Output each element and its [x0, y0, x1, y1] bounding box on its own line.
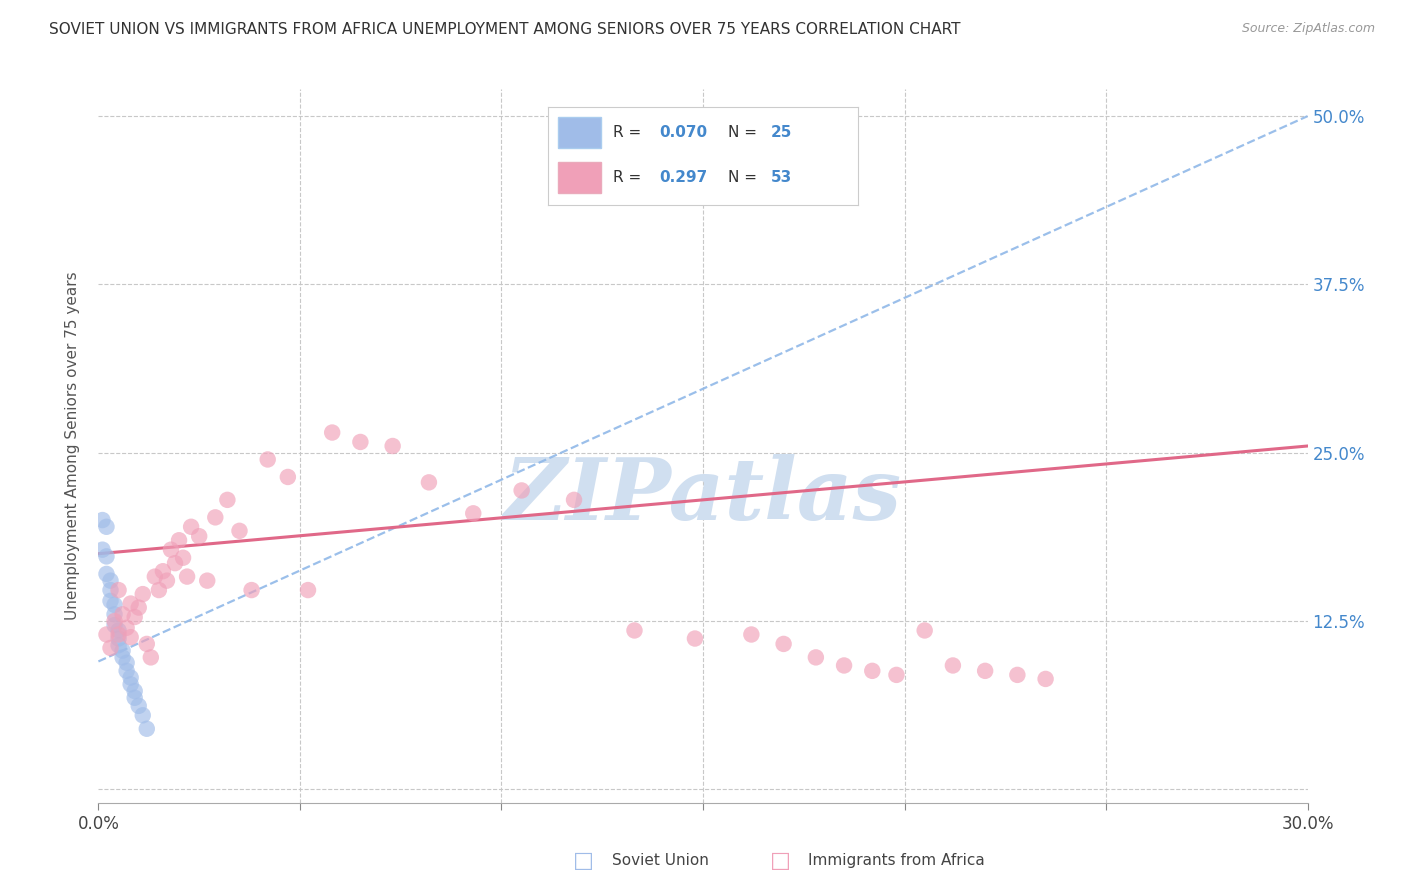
Point	[195, 574, 218, 588]
Point	[111, 650, 134, 665]
Text: 53: 53	[770, 170, 793, 186]
Text: 0.070: 0.070	[659, 125, 707, 140]
Text: R =: R =	[613, 125, 647, 140]
Point	[107, 638, 129, 652]
Point	[96, 566, 118, 581]
Point	[172, 550, 194, 565]
Point	[832, 658, 855, 673]
Point	[139, 650, 162, 665]
Point	[167, 533, 190, 548]
Point	[111, 607, 134, 622]
Point	[683, 632, 706, 646]
Point	[321, 425, 343, 440]
Point	[111, 643, 134, 657]
Point	[463, 506, 485, 520]
Text: Soviet Union: Soviet Union	[612, 854, 709, 868]
Point	[91, 542, 114, 557]
Point	[297, 583, 319, 598]
Point	[100, 583, 122, 598]
Y-axis label: Unemployment Among Seniors over 75 years: Unemployment Among Seniors over 75 years	[65, 272, 80, 620]
Text: ZIPatlas: ZIPatlas	[503, 454, 903, 538]
Text: 0.297: 0.297	[659, 170, 709, 186]
Point	[277, 470, 299, 484]
Point	[103, 618, 125, 632]
Point	[156, 574, 179, 588]
Point	[96, 520, 118, 534]
Point	[240, 583, 263, 598]
Point	[128, 698, 150, 713]
Point	[120, 597, 142, 611]
Point	[804, 650, 827, 665]
Point	[100, 574, 122, 588]
Point	[860, 664, 883, 678]
Point	[1007, 668, 1029, 682]
Point	[115, 664, 138, 678]
Text: Source: ZipAtlas.com: Source: ZipAtlas.com	[1241, 22, 1375, 36]
Point	[418, 475, 440, 490]
Text: 25: 25	[770, 125, 793, 140]
Text: SOVIET UNION VS IMMIGRANTS FROM AFRICA UNEMPLOYMENT AMONG SENIORS OVER 75 YEARS : SOVIET UNION VS IMMIGRANTS FROM AFRICA U…	[49, 22, 960, 37]
Point	[100, 640, 122, 655]
Text: □: □	[574, 851, 593, 871]
Point	[349, 434, 371, 449]
Point	[974, 664, 997, 678]
Point	[107, 632, 129, 646]
Point	[132, 587, 155, 601]
Point	[120, 630, 142, 644]
Point	[135, 722, 157, 736]
Point	[91, 513, 114, 527]
Point	[124, 690, 146, 705]
Point	[128, 600, 150, 615]
Point	[124, 610, 146, 624]
Point	[228, 524, 250, 538]
Point	[96, 627, 118, 641]
Point	[180, 520, 202, 534]
Point	[107, 583, 129, 598]
Point	[942, 658, 965, 673]
Point	[772, 637, 794, 651]
Text: R =: R =	[613, 170, 647, 186]
Text: N =: N =	[728, 170, 762, 186]
Point	[100, 594, 122, 608]
Point	[740, 627, 762, 641]
Point	[204, 510, 226, 524]
Text: □: □	[770, 851, 790, 871]
Point	[256, 452, 278, 467]
Point	[103, 607, 125, 622]
Point	[217, 492, 239, 507]
Point	[120, 671, 142, 685]
Point	[107, 624, 129, 638]
Point	[120, 677, 142, 691]
Point	[160, 542, 183, 557]
Point	[115, 621, 138, 635]
Text: N =: N =	[728, 125, 762, 140]
Point	[107, 627, 129, 641]
Point	[562, 492, 585, 507]
Point	[510, 483, 533, 498]
Point	[163, 556, 186, 570]
FancyBboxPatch shape	[558, 162, 600, 194]
Point	[103, 598, 125, 612]
Point	[152, 564, 174, 578]
FancyBboxPatch shape	[558, 117, 600, 148]
Point	[115, 656, 138, 670]
Point	[132, 708, 155, 723]
Point	[148, 583, 170, 598]
Point	[176, 569, 198, 583]
Point	[124, 684, 146, 698]
Point	[914, 624, 936, 638]
Text: Immigrants from Africa: Immigrants from Africa	[808, 854, 986, 868]
Point	[188, 529, 211, 543]
Point	[1035, 672, 1057, 686]
Point	[135, 637, 157, 651]
Point	[143, 569, 166, 583]
Point	[96, 549, 118, 564]
Point	[623, 624, 645, 638]
Point	[886, 668, 908, 682]
Point	[103, 614, 125, 628]
Point	[381, 439, 404, 453]
